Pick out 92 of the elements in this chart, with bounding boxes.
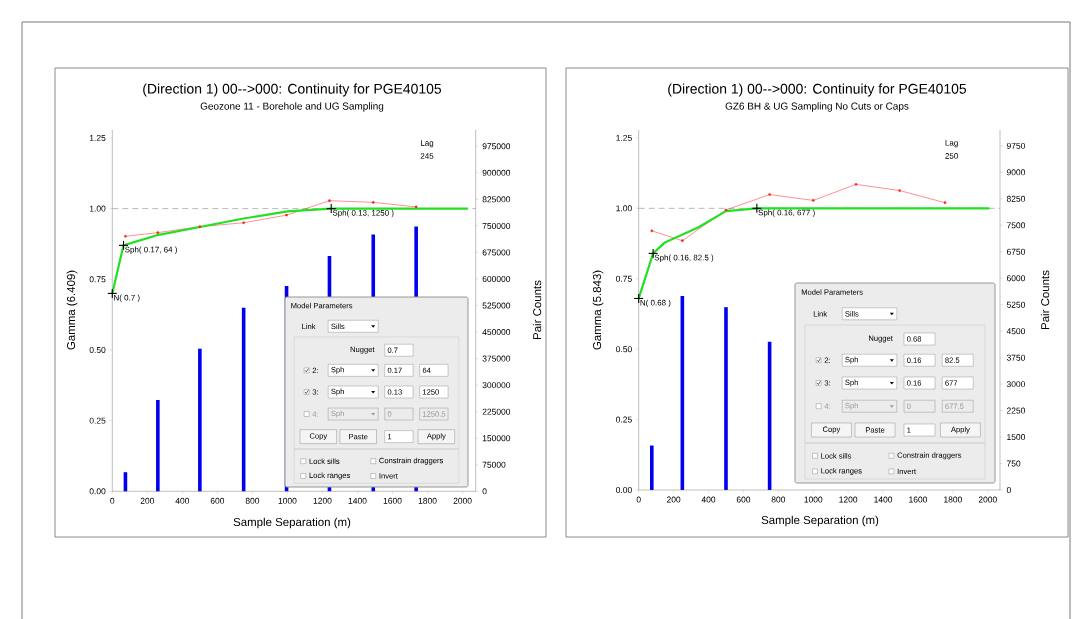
point <box>371 201 375 204</box>
x-tick-label: 1400 <box>348 497 367 504</box>
y2-tick-label: 8250 <box>1006 195 1026 202</box>
point <box>156 231 160 234</box>
y2-tick-label: 7500 <box>1006 222 1026 229</box>
chart-title: (Direction 1) 00-->000: Continuity for PGE40105 <box>143 83 442 97</box>
bar <box>650 445 654 491</box>
x-tick-label: 0 <box>636 496 641 503</box>
y2-tick-label: 75000 <box>482 461 506 468</box>
point <box>680 239 684 243</box>
x-tick-label: 1400 <box>874 496 893 503</box>
x-tick-label: 600 <box>210 497 225 504</box>
y2-tick-label: 0 <box>1006 487 1011 493</box>
chart-title: (Direction 1) 00-->000: Continuity for PGE40105 <box>668 83 967 97</box>
y2-tick-label: 300000 <box>482 382 511 389</box>
x-tick-label: 0 <box>110 497 115 504</box>
y2-tick-label: 225000 <box>482 408 511 415</box>
y2-tick-label: 6000 <box>1006 275 1026 282</box>
bar <box>156 400 160 492</box>
y2-tick-label: 750000 <box>482 222 511 229</box>
y2-tick-label: 9000 <box>1006 169 1026 176</box>
y-axis-title: Gamma (5.843) <box>592 270 604 350</box>
point <box>943 201 947 205</box>
y-tick-label: 0.50 <box>89 346 106 353</box>
x-tick-label: 1200 <box>313 497 332 504</box>
x-tick-label: 2000 <box>453 497 472 504</box>
x-tick-label: 600 <box>736 496 751 503</box>
y2-tick-label: 5250 <box>1006 301 1026 308</box>
x-tick-label: 1600 <box>909 496 928 503</box>
x-tick-label: 400 <box>701 496 716 503</box>
x-tick-label: 200 <box>666 496 681 503</box>
x-tick-label: 800 <box>771 496 786 503</box>
y2-tick-label: 900000 <box>482 169 511 176</box>
y2-tick-label: 525000 <box>482 302 511 309</box>
point <box>898 189 901 192</box>
point <box>724 208 728 212</box>
y2-tick-label: 600000 <box>482 275 511 282</box>
x-tick-label: 1800 <box>418 497 437 504</box>
y-tick-label: 1.25 <box>616 134 632 141</box>
y-tick-label: 1.25 <box>89 134 106 141</box>
point <box>811 199 815 202</box>
y2-tick-label: 1500 <box>1007 434 1026 441</box>
y-tick-label: 0.75 <box>89 276 106 283</box>
y-axis-title: Gamma (6.409) <box>66 270 78 350</box>
x-axis-title: Sample Separation (m) <box>233 517 351 529</box>
x-tick-label: 1000 <box>804 496 823 503</box>
point <box>124 234 127 238</box>
point <box>198 225 202 229</box>
y2-tick-label: 750 <box>1006 460 1021 467</box>
point <box>285 213 288 217</box>
y2-tick-label: 150000 <box>482 435 511 442</box>
y-tick-label: 0.25 <box>89 417 106 424</box>
x-tick-label: 1800 <box>944 496 962 503</box>
y2-tick-label: 825000 <box>482 196 511 203</box>
x-tick-label: 400 <box>175 497 190 504</box>
point <box>414 205 418 209</box>
y2-tick-label: 675000 <box>482 249 511 256</box>
y2-tick-label: 375000 <box>482 355 511 362</box>
y2-tick-label: 3000 <box>1006 381 1026 388</box>
x-tick-label: 800 <box>245 497 260 504</box>
y2-tick-label: 3750 <box>1006 354 1026 361</box>
y2-tick-label: 9750 <box>1006 142 1026 149</box>
y2-tick-label: 6750 <box>1006 248 1026 255</box>
point <box>242 221 245 225</box>
y-tick-label: 0.00 <box>89 488 106 495</box>
x-tick-label: 1000 <box>278 497 297 504</box>
y-tick-label: 0.00 <box>616 487 632 493</box>
point <box>650 229 654 233</box>
y-tick-label: 1.00 <box>616 205 632 212</box>
point <box>768 193 771 196</box>
y2-tick-label: 0 <box>482 488 487 495</box>
y-tick-label: 0.50 <box>616 346 632 353</box>
y2-axis-title: Pair Counts <box>1040 270 1050 329</box>
x-tick-label: 1200 <box>839 496 858 503</box>
bar <box>724 307 728 491</box>
y2-tick-label: 2250 <box>1006 407 1026 414</box>
x-tick-label: 200 <box>140 497 155 504</box>
point <box>854 183 858 186</box>
y2-tick-label: 4500 <box>1006 328 1026 335</box>
y-tick-label: 0.25 <box>616 416 632 423</box>
point <box>328 199 331 203</box>
y2-axis-title: Pair Counts <box>532 280 542 339</box>
y2-tick-label: 975000 <box>482 143 511 150</box>
chart-subtitle: GZ6 BH & UG Sampling No Cuts or Caps <box>725 102 909 112</box>
x-axis-title: Sample Separation (m) <box>761 515 879 527</box>
y-tick-label: 0.75 <box>616 275 632 282</box>
x-tick-label: 1600 <box>383 497 402 504</box>
y-tick-label: 1.00 <box>89 205 106 212</box>
chart-subtitle: Geozone 11 - Borehole and UG Sampling <box>200 102 384 112</box>
x-tick-label: 2000 <box>978 496 997 503</box>
y2-tick-label: 450000 <box>482 329 511 336</box>
bar <box>198 348 202 492</box>
